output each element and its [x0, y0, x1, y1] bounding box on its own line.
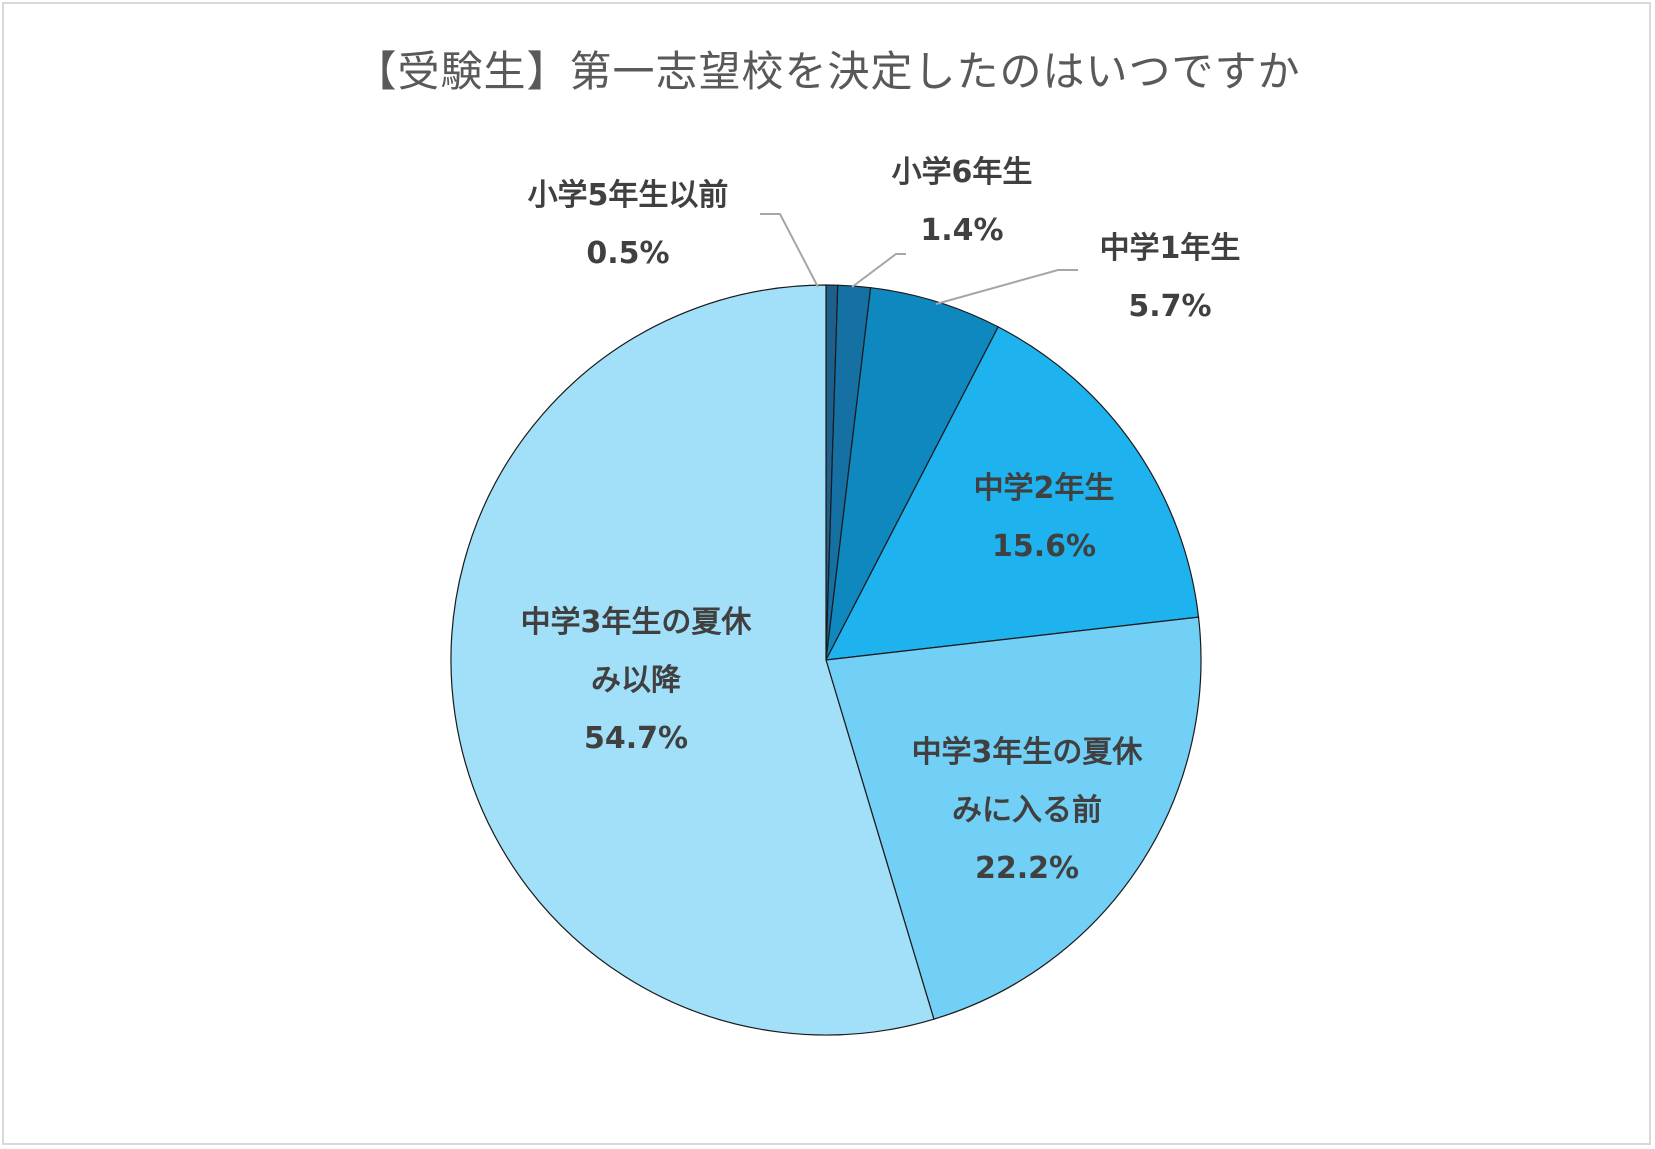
pie-slice-6: [450, 284, 935, 1036]
pie-slice-4: [824, 326, 1200, 661]
chart-title: 【受験生】第一志望校を決定したのはいつですか: [354, 47, 1301, 96]
slice-value-label-6: 54.7%: [584, 721, 688, 756]
leader-line-3: [935, 269, 1078, 305]
slice-category-label-1: 小学5年生以前: [528, 178, 729, 213]
slice-value-label-2: 1.4%: [920, 213, 1003, 248]
slice-value-label-5: 22.2%: [975, 851, 1079, 886]
slice-value-label-4: 15.6%: [992, 529, 1096, 564]
slice-category-label-5: 中学3年生の夏休: [912, 735, 1144, 770]
slice-category-label-4: 中学2年生: [974, 471, 1115, 506]
slice-value-label-3: 5.7%: [1128, 289, 1211, 324]
slice-category-label-5: みに入る前: [952, 793, 1102, 828]
pie-slice-5: [825, 616, 1202, 1020]
slice-category-label-3: 中学1年生: [1100, 231, 1241, 266]
slice-category-label-2: 小学6年生: [892, 155, 1033, 190]
leader-lines: [760, 213, 1078, 305]
slice-labels: 小学5年生以前 0.5% 小学6年生 1.4% 中学1年生 5.7% 中学2年生 15.6% 中…: [521, 155, 1241, 886]
leader-line-1: [760, 213, 819, 288]
slice-category-label-6: 中学3年生の夏休: [521, 605, 753, 640]
pie-slice-3: [825, 286, 999, 661]
slice-value-label-1: 0.5%: [586, 236, 669, 271]
leader-line-2: [851, 253, 906, 288]
pie-slices: [450, 284, 1202, 1036]
slice-category-label-6: み以降: [591, 663, 682, 698]
